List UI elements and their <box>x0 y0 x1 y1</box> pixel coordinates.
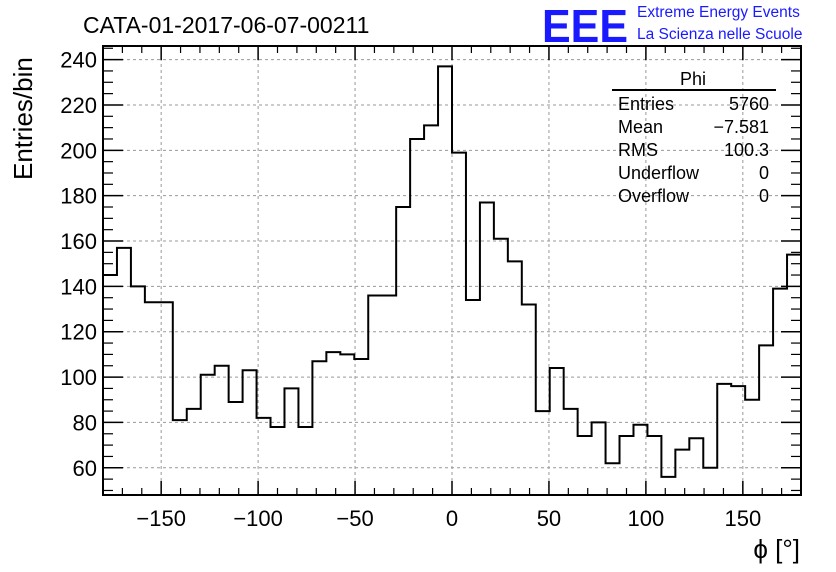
y-tick-label: 200 <box>60 138 97 163</box>
stats-value: 0 <box>759 186 769 206</box>
x-tick-label: −50 <box>336 506 373 531</box>
logo-subtitle-1: Extreme Energy Events <box>637 4 800 21</box>
stats-label: Overflow <box>618 186 690 206</box>
y-tick-label: 220 <box>60 93 97 118</box>
stats-box: Phi Entries 5760 Mean −7.581 RMS 100.3 Underfl… <box>612 69 776 206</box>
y-tick-label: 160 <box>60 229 97 254</box>
y-tick-label: 80 <box>73 410 97 435</box>
x-tick-label: −100 <box>233 506 283 531</box>
histogram-outline <box>103 65 801 478</box>
y-tick-label: 60 <box>73 456 97 481</box>
stats-label: Mean <box>618 117 663 137</box>
stats-value: 0 <box>759 163 769 183</box>
x-tick-label: −150 <box>136 506 186 531</box>
logo-subtitle-2: La Scienza nelle Scuole <box>637 26 802 43</box>
stats-label: Entries <box>618 94 674 114</box>
y-tick-label: 180 <box>60 184 97 209</box>
x-tick-label: 150 <box>724 506 761 531</box>
x-tick-label: 50 <box>537 506 561 531</box>
y-axis-label: Entries/bin <box>8 57 38 180</box>
y-tick-label: 140 <box>60 274 97 299</box>
stats-value: −7.581 <box>713 117 769 137</box>
stats-value: 100.3 <box>724 140 769 160</box>
stats-label: RMS <box>618 140 658 160</box>
y-tick-label: 100 <box>60 365 97 390</box>
x-tick-label: 0 <box>446 506 458 531</box>
stats-value: 5760 <box>729 94 769 114</box>
stats-label: Underflow <box>618 163 700 183</box>
x-axis-label: ϕ [°] <box>753 534 800 564</box>
x-tick-label: 100 <box>628 506 665 531</box>
chart-title: CATA-01-2017-06-07-00211 <box>83 12 369 38</box>
eee-logo: EEE <box>542 0 628 52</box>
stats-title: Phi <box>680 69 706 89</box>
y-tick-label: 240 <box>60 48 97 73</box>
y-tick-label: 120 <box>60 320 97 345</box>
axis-ticks: −150 −100 −50 0 50 100 150 60 80 100 120 140 160 180 2… <box>60 46 802 531</box>
